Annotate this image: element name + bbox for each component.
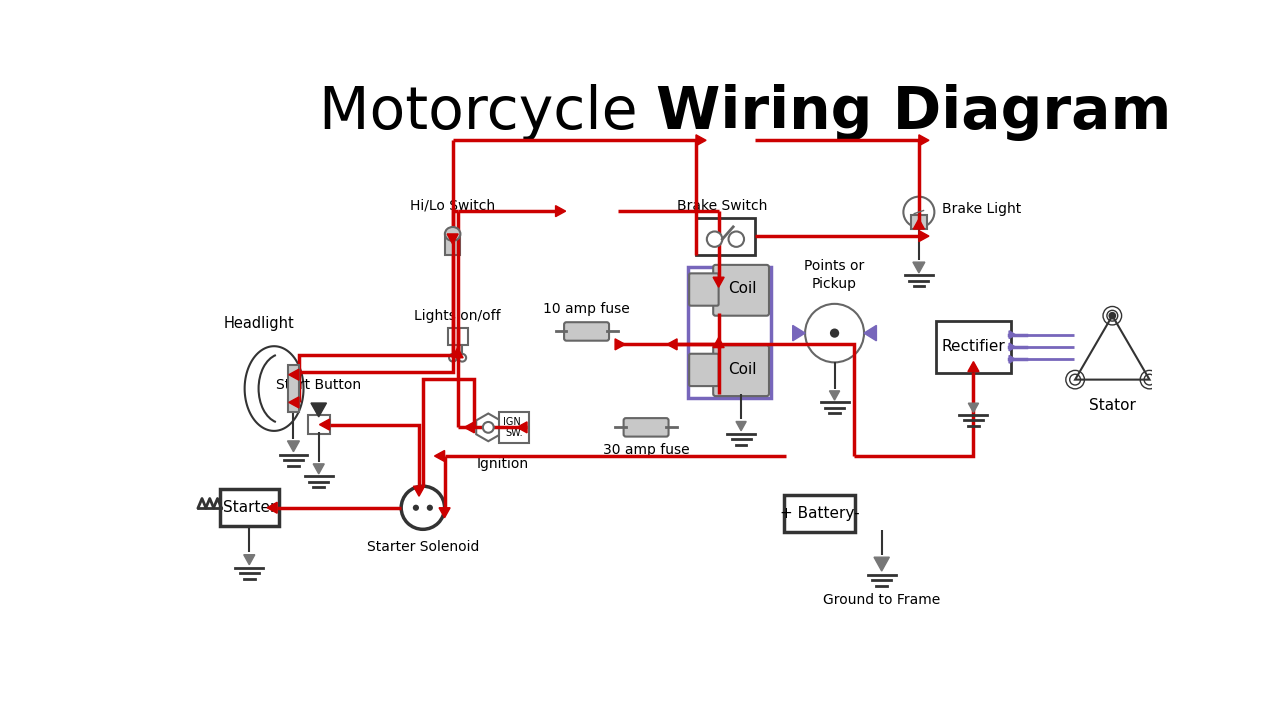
Polygon shape (452, 348, 463, 358)
FancyBboxPatch shape (713, 265, 769, 315)
Polygon shape (874, 557, 890, 571)
Polygon shape (289, 369, 300, 380)
Text: Rectifier: Rectifier (942, 339, 1005, 354)
FancyBboxPatch shape (936, 321, 1011, 373)
Text: Ground to Frame: Ground to Frame (823, 593, 941, 608)
Polygon shape (447, 234, 458, 244)
FancyBboxPatch shape (445, 234, 461, 256)
FancyBboxPatch shape (288, 366, 300, 412)
Text: 10 amp fuse: 10 amp fuse (543, 302, 630, 316)
Text: Ignition: Ignition (476, 456, 529, 471)
Polygon shape (244, 346, 303, 431)
Polygon shape (914, 219, 924, 229)
Polygon shape (314, 464, 324, 474)
Polygon shape (696, 135, 707, 146)
Polygon shape (792, 325, 805, 341)
Polygon shape (320, 419, 329, 430)
Circle shape (426, 505, 433, 510)
FancyBboxPatch shape (689, 354, 718, 386)
Text: 30 amp fuse: 30 amp fuse (603, 443, 690, 456)
Ellipse shape (445, 227, 461, 241)
Text: Hi/Lo Switch: Hi/Lo Switch (410, 199, 495, 212)
Text: Starter Solenoid: Starter Solenoid (366, 540, 479, 554)
FancyBboxPatch shape (713, 346, 769, 396)
Circle shape (458, 354, 466, 361)
Polygon shape (476, 413, 500, 441)
Text: Points or
Pickup: Points or Pickup (804, 259, 865, 291)
FancyBboxPatch shape (499, 412, 529, 443)
Text: + Battery-: + Battery- (780, 505, 859, 521)
Polygon shape (517, 422, 527, 433)
FancyBboxPatch shape (623, 418, 668, 436)
Circle shape (829, 328, 840, 338)
Text: IGN.
SW.: IGN. SW. (503, 417, 525, 438)
FancyBboxPatch shape (911, 215, 927, 229)
Text: Coil: Coil (728, 361, 756, 377)
Text: Coil: Coil (728, 282, 756, 296)
Text: Start Button: Start Button (276, 378, 361, 392)
Polygon shape (1075, 315, 1149, 379)
Text: Brake Light: Brake Light (942, 202, 1021, 216)
Polygon shape (1009, 330, 1015, 338)
FancyBboxPatch shape (308, 415, 329, 434)
Polygon shape (919, 135, 929, 146)
Text: Wiring Diagram: Wiring Diagram (657, 84, 1171, 141)
Polygon shape (919, 230, 929, 242)
Polygon shape (288, 441, 300, 451)
Text: Brake Switch: Brake Switch (677, 199, 768, 213)
Polygon shape (413, 486, 425, 496)
Text: Headlight: Headlight (223, 316, 294, 330)
Text: Starter: Starter (223, 500, 276, 516)
Text: Stator: Stator (1089, 398, 1135, 413)
Polygon shape (311, 403, 326, 417)
Circle shape (728, 231, 744, 247)
FancyBboxPatch shape (696, 217, 755, 255)
Polygon shape (667, 339, 677, 350)
Polygon shape (556, 206, 566, 217)
Text: Lights on/off: Lights on/off (415, 309, 500, 323)
Circle shape (483, 422, 494, 433)
Circle shape (707, 231, 722, 247)
Polygon shape (434, 451, 444, 462)
Polygon shape (289, 397, 300, 408)
Polygon shape (268, 503, 278, 513)
Polygon shape (829, 391, 840, 400)
FancyBboxPatch shape (785, 495, 855, 532)
Polygon shape (465, 422, 475, 433)
Polygon shape (439, 508, 451, 518)
Text: Motorcycle: Motorcycle (319, 84, 657, 141)
Circle shape (904, 197, 934, 228)
FancyBboxPatch shape (564, 323, 609, 341)
Circle shape (1108, 312, 1116, 320)
FancyBboxPatch shape (689, 274, 718, 306)
Circle shape (449, 354, 457, 361)
FancyBboxPatch shape (448, 328, 467, 345)
Polygon shape (968, 361, 979, 372)
Polygon shape (243, 554, 255, 564)
Polygon shape (713, 338, 724, 348)
Circle shape (401, 486, 444, 529)
Polygon shape (864, 325, 877, 341)
Polygon shape (616, 339, 625, 350)
Polygon shape (736, 421, 746, 431)
Polygon shape (713, 277, 724, 287)
Polygon shape (1009, 343, 1015, 351)
Polygon shape (969, 403, 978, 413)
Polygon shape (1009, 356, 1015, 363)
Circle shape (413, 505, 419, 510)
FancyBboxPatch shape (220, 490, 279, 526)
Polygon shape (913, 262, 925, 273)
Circle shape (805, 304, 864, 362)
